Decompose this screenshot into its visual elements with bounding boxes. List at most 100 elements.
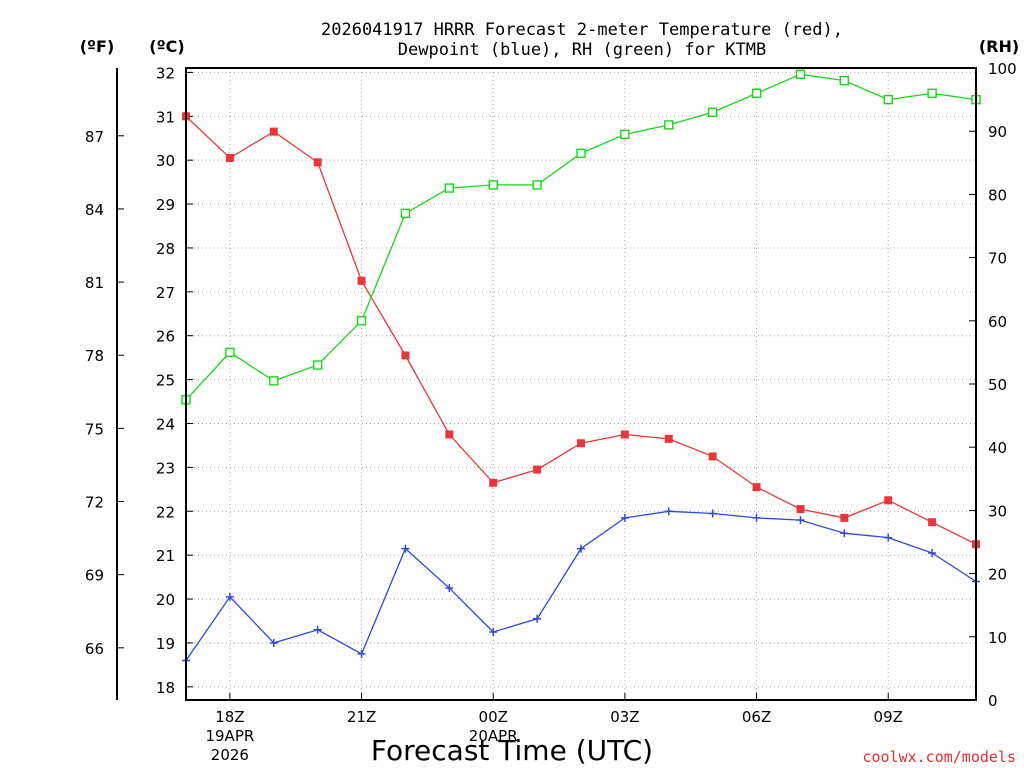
celsius-tick-label: 30	[156, 152, 175, 170]
temperature-point	[796, 505, 805, 514]
rh-tick-label: 50	[988, 376, 1007, 394]
rh-point	[312, 360, 323, 370]
x-tick-label: 06Z	[742, 708, 771, 726]
x-tick-year-label: 2026	[211, 746, 249, 764]
fahrenheit-tick-label: 87	[85, 128, 104, 146]
dewpoint-line	[185, 510, 977, 661]
rh-tick-label: 10	[988, 629, 1007, 647]
celsius-tick-label: 21	[156, 547, 175, 565]
rh-point	[400, 208, 411, 219]
rh-point	[751, 88, 762, 98]
rh-point	[488, 180, 498, 190]
temperature-point	[269, 127, 278, 136]
celsius-tick-label: 24	[156, 416, 175, 434]
temperature-point	[752, 483, 761, 492]
rh-point	[839, 75, 850, 86]
celsius-tick-label: 23	[156, 459, 175, 477]
rh-point	[532, 180, 542, 190]
dewpoint-point	[445, 584, 454, 593]
dewpoint-point	[577, 544, 585, 553]
celsius-tick-label: 31	[156, 108, 175, 126]
fahrenheit-tick-label: 69	[85, 567, 104, 585]
celsius-tick-label: 29	[156, 196, 175, 214]
temperature-point	[445, 430, 454, 439]
dewpoint-point	[489, 627, 498, 636]
celsius-axis: 18 19 20 21 22 23 24 25 26 27 28 29 30 31 32	[156, 64, 193, 697]
temperature-point	[357, 276, 366, 285]
series-layer	[181, 69, 981, 665]
dewpoint-point	[533, 614, 542, 623]
rh-tick-label: 60	[988, 313, 1007, 331]
celsius-tick-label: 20	[156, 591, 175, 609]
x-tick-label: 21Z	[347, 708, 376, 726]
x-tick-label: 18Z	[215, 708, 244, 726]
temperature-point	[313, 158, 322, 167]
rh-point	[795, 69, 806, 80]
fahrenheit-tick-label: 75	[85, 420, 104, 438]
fahrenheit-tick-label: 66	[85, 640, 104, 658]
temperature-point	[664, 434, 673, 443]
fahrenheit-axis-label: (ºF)	[80, 37, 115, 56]
rh-point	[927, 88, 937, 98]
rh-tick-label: 80	[988, 186, 1007, 204]
rh-tick-label: 40	[988, 439, 1007, 457]
temperature-point	[533, 465, 542, 474]
x-tick-date-label: 19APR	[205, 727, 254, 745]
rh-tick-label: 100	[988, 60, 1017, 78]
x-tick-label: 00Z	[479, 708, 508, 726]
dewpoint-point	[620, 513, 629, 522]
fahrenheit-tick-label: 78	[85, 347, 104, 365]
fahrenheit-tick-label: 84	[85, 201, 104, 219]
dewpoint-point	[928, 548, 937, 557]
celsius-tick-label: 25	[156, 372, 175, 390]
temperature-point	[840, 513, 849, 522]
rh-axis-label: (RH)	[979, 37, 1019, 56]
temperature-point	[489, 478, 498, 487]
temperature-point	[708, 452, 717, 461]
x-tick-label: 03Z	[610, 708, 639, 726]
rh-point	[225, 347, 235, 358]
celsius-tick-label: 28	[156, 240, 175, 258]
temperature-point	[620, 430, 629, 439]
dewpoint-point	[884, 533, 893, 542]
temperature-line	[185, 115, 977, 545]
rh-line	[185, 73, 977, 401]
rh-tick-label: 30	[988, 502, 1007, 520]
credit-text: coolwx.com/models	[862, 748, 1016, 766]
rh-tick-label: 90	[988, 123, 1007, 141]
celsius-tick-label: 26	[156, 328, 175, 346]
celsius-tick-label: 32	[156, 64, 175, 82]
x-axis-title: Forecast Time (UTC)	[371, 734, 653, 767]
celsius-axis-label: (ºC)	[149, 37, 184, 56]
chart-title-line1: 2026041917 HRRR Forecast 2-meter Tempera…	[321, 20, 843, 40]
celsius-tick-label: 22	[156, 503, 175, 521]
temperature-point	[928, 518, 937, 527]
celsius-tick-label: 19	[156, 635, 175, 653]
x-tick-label: 09Z	[874, 708, 903, 726]
fahrenheit-axis: 66 69 72 75 78 81 84 87	[85, 68, 124, 700]
plot-frame	[185, 67, 977, 701]
dewpoint-point	[357, 649, 366, 658]
fahrenheit-tick-label: 81	[85, 274, 104, 292]
dewpoint-point	[225, 592, 234, 601]
rh-axis: 0 10 20 30 40 50 60 70 80 90 100	[969, 60, 1017, 710]
dewpoint-point	[752, 513, 761, 522]
rh-tick-label: 0	[988, 692, 998, 710]
dewpoint-point	[401, 544, 410, 553]
rh-point	[576, 148, 586, 159]
temperature-point	[577, 439, 585, 448]
dewpoint-point	[664, 507, 673, 516]
temperature-point	[884, 496, 893, 505]
rh-point	[883, 94, 893, 105]
temperature-point	[401, 351, 410, 360]
celsius-tick-label: 18	[156, 679, 175, 697]
chart-title-line2: Dewpoint (blue), RH (green) for KTMB	[398, 40, 766, 60]
rh-point	[707, 107, 718, 117]
x-tick-date-label: 20APR	[469, 727, 518, 745]
rh-point	[269, 376, 279, 386]
rh-tick-label: 70	[988, 250, 1007, 268]
rh-point	[664, 120, 674, 130]
dewpoint-point	[708, 509, 717, 518]
